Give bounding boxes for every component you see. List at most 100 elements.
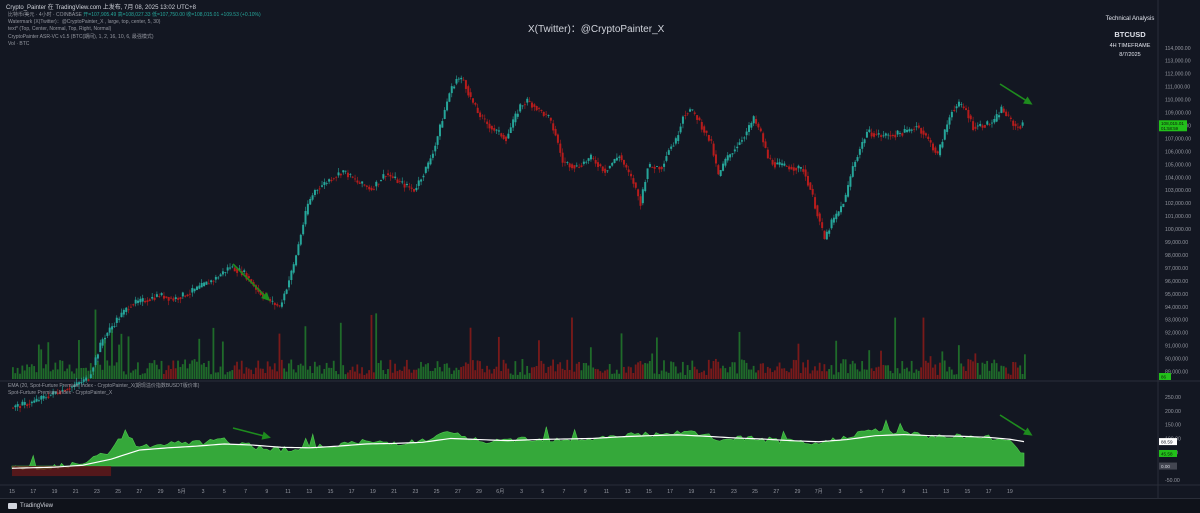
candle-body [924,133,927,136]
legend-volume-study[interactable]: Vol · BTC [8,40,30,47]
candle-body [14,405,17,408]
time-tick-label: 15 [328,489,334,495]
volume-bar [120,333,123,379]
volume-bar [188,363,191,379]
price-tick-label: 114,000.00 [1165,46,1191,52]
indicator-legend-premium[interactable]: Spot-Furture Premium Index - CryptoPaint… [8,390,113,396]
candle-body [809,182,812,190]
candle-body [422,175,425,178]
volume-bar [828,369,831,379]
legend-asr-study[interactable]: CryptoPainter ASR-VC v1.5 (BTC(期间), 1, 2… [8,33,154,40]
volume-bar [424,364,427,379]
candle-body [842,203,845,208]
candle-body [894,134,897,138]
volume-bar [462,366,465,379]
legend-symbol-line[interactable]: 比特币/美元 · 4小时 · COINBASE 开=107,905.49 高=1… [8,12,261,19]
candle-body [290,270,293,281]
volume-bar [660,370,663,379]
candle-body [726,155,729,161]
volume-bar [375,313,378,379]
candle-body [276,304,279,306]
candle-body [137,300,140,303]
volume-bar [52,369,54,379]
volume-bar [436,361,439,379]
volume-bar [139,374,142,379]
volume-bar [781,368,783,379]
volume-bar [229,371,231,379]
tradingview-logo[interactable]: TradingView [8,503,53,509]
volume-bar [113,365,116,379]
volume-bar [179,367,182,379]
candle-body [962,106,965,108]
candle-body [927,136,930,140]
ema-value-label: 88.59 [1161,440,1173,445]
candle-body [96,354,99,359]
volume-bar [481,368,484,379]
candle-body [870,132,873,137]
candle-body [738,142,741,145]
candle-body [578,166,581,168]
candle-body [382,174,385,179]
candle-body [519,104,522,112]
candle-body [179,297,182,300]
down-arrow-july-head [1023,96,1033,105]
ema-line [11,433,1025,469]
volume-bar [408,369,411,379]
candle-body [323,182,326,186]
candle-body [148,299,151,302]
candle-body [759,128,762,132]
candle-body [653,166,656,169]
volume-bar [870,368,873,379]
chart-canvas[interactable]: 114,000.00 113,000.00 112,000.00 111,000.00… [0,0,1200,498]
volume-bar [427,363,429,379]
volume-bar [311,373,314,379]
legend-text-study[interactable]: text* (Top, Center, Normal, Top, Right, … [8,26,112,33]
candle-body [1021,122,1024,126]
volume-bar [641,364,644,379]
time-tick-label: 3 [839,489,842,495]
volume-bar [545,372,547,379]
candle-body [641,189,644,204]
candle-body [221,271,224,275]
indicator-legend-ema[interactable]: EMA (20, Spot-Furture Premium Index - Cr… [8,383,200,389]
candle-body [752,116,755,124]
candle-body [269,299,272,302]
volume-bar [863,369,866,379]
volume-bar [1019,365,1022,379]
candle-body [974,126,977,129]
volume-bar [16,367,19,379]
candle-body [375,181,378,187]
time-tick-label: 15 [646,489,652,495]
candle-body [646,168,649,179]
volume-bar [394,363,396,379]
candle-body [464,80,467,89]
candle-body [497,130,500,132]
legend-watermark-study[interactable]: Watermark (X(Twitter)：@CryptoPainter_X ,… [8,19,161,26]
down-arrow-may-head [261,292,271,302]
volume-bar [292,369,295,379]
volume-bar [226,372,229,379]
volume-bar [96,361,99,379]
volume-bar [250,369,253,379]
volume-bar [632,373,635,379]
volume-bar [325,362,328,379]
candle-body [663,163,666,167]
volume-bar [934,364,937,379]
volume-bar [965,370,967,379]
price-tick-label: 100,000.00 [1165,227,1191,233]
volume-bar [806,359,809,379]
candle-body [733,149,736,152]
volume-bar [743,360,746,379]
volume-bar [280,359,283,379]
volume-bar [438,367,441,379]
volume-bar [745,362,748,379]
volume-bar [354,371,356,379]
indicator-tick-label: 200.00 [1165,409,1181,415]
volume-bar [967,359,970,379]
candle-body [856,157,859,161]
volume-bar [795,360,797,379]
candle-body [450,86,453,94]
time-tick-label: 9 [265,489,268,495]
volume-bar [1012,361,1015,379]
candle-body [278,305,281,307]
